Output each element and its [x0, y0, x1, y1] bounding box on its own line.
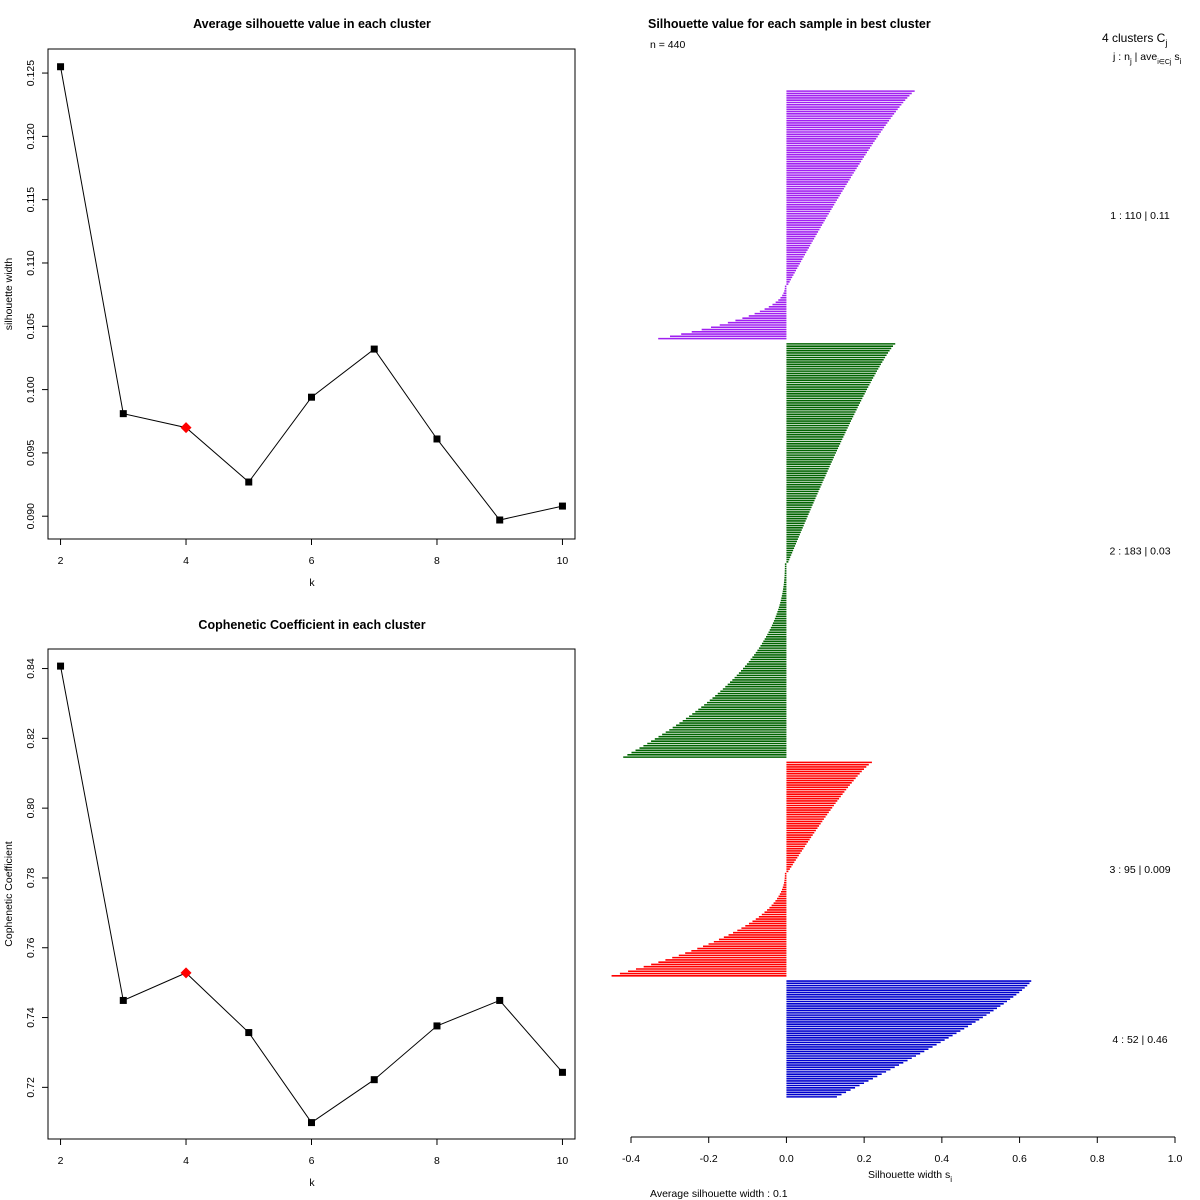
x-ticks: 2 4 6 8 10: [58, 539, 569, 567]
y-tick-label: 0.100: [25, 376, 37, 402]
data-point: [496, 516, 504, 524]
x-tick-label: 4: [183, 1155, 189, 1167]
x-axis-label: Silhouette width si: [868, 1169, 952, 1184]
best-k-point: [180, 422, 192, 434]
cluster-1-bars: [658, 90, 915, 340]
cluster-2-bars: [623, 343, 896, 758]
data-point: [57, 63, 65, 71]
best-k-point: [180, 967, 192, 979]
sample-count: n = 440: [650, 39, 685, 51]
cluster-label: 1 : 110 | 0.11: [1110, 210, 1170, 222]
y-tick-label: 0.120: [25, 123, 37, 149]
data-point: [496, 996, 504, 1004]
average-silhouette-width: Average silhouette width : 0.1: [650, 1188, 788, 1200]
y-tick-label: 0.78: [25, 868, 37, 889]
x-tick-label: 2: [58, 1155, 64, 1167]
data-marks: [57, 63, 566, 524]
x-tick-label: 0.2: [857, 1153, 872, 1165]
cluster-label: 3 : 95 | 0.009: [1109, 864, 1170, 876]
cophenetic-line-chart: Cophenetic Coefficient in each cluster k…: [3, 618, 576, 1189]
x-tick-label: 0.4: [935, 1153, 950, 1165]
y-tick-label: 0.090: [25, 503, 37, 529]
y-tick-label: 0.110: [25, 250, 37, 276]
plot-frame: [47, 48, 576, 540]
cluster-label: 2 : 183 | 0.03: [1109, 545, 1170, 557]
data-point: [308, 1119, 315, 1127]
chart-title: Cophenetic Coefficient in each cluster: [198, 618, 425, 632]
x-tick-label: 8: [434, 555, 440, 567]
x-tick-label: 0.6: [1012, 1153, 1027, 1165]
x-axis-label: k: [309, 577, 315, 589]
y-axis-label: Cophenetic Coefficient: [3, 841, 15, 947]
x-tick-label: 8: [434, 1155, 440, 1167]
data-point: [308, 393, 315, 401]
series-line: [60, 66, 563, 521]
cluster-3-bars: [611, 761, 872, 977]
y-tick-label: 0.115: [25, 187, 37, 213]
data-point: [245, 1029, 253, 1037]
x-tick-label: 4: [183, 555, 189, 567]
x-ticks: 2 4 6 8 10: [58, 1139, 569, 1167]
plot-frame: [47, 648, 576, 1140]
y-tick-label: 0.72: [25, 1077, 37, 1098]
x-axis-label: k: [309, 1177, 315, 1189]
data-point: [119, 410, 127, 418]
x-tick-label: 0.8: [1090, 1153, 1105, 1165]
series-line: [60, 666, 563, 1124]
x-axis: -0.4 -0.2 0.0 0.2 0.4 0.6 0.8 1.0: [622, 1136, 1183, 1165]
x-tick-label: 6: [309, 1155, 315, 1167]
cluster-4-bars: [786, 980, 1032, 1098]
x-tick-label: 6: [309, 555, 315, 567]
chart-title: Silhouette value for each sample in best…: [648, 17, 931, 31]
data-point: [119, 996, 127, 1004]
silhouette-line-chart: Average silhouette value in each cluster…: [3, 17, 576, 589]
x-tick-label: 10: [557, 1155, 569, 1167]
data-point: [433, 435, 441, 443]
data-point: [433, 1022, 441, 1030]
y-tick-label: 0.80: [25, 798, 37, 819]
data-point: [57, 662, 65, 670]
legend-header: 4 clusters Cj: [1102, 31, 1167, 48]
y-tick-label: 0.125: [25, 60, 37, 86]
silhouette-bars: [611, 90, 1032, 1098]
y-tick-label: 0.095: [25, 440, 37, 466]
x-tick-label: -0.4: [622, 1153, 640, 1165]
y-tick-label: 0.105: [25, 313, 37, 339]
y-axis-label: silhouette width: [3, 258, 15, 331]
x-tick-label: -0.2: [700, 1153, 718, 1165]
y-ticks: 0.72 0.74 0.76 0.78 0.80 0.82 0.84: [25, 658, 48, 1098]
silhouette-bar-plot: Silhouette value for each sample in best…: [611, 17, 1183, 1200]
x-tick-label: 2: [58, 555, 64, 567]
x-tick-label: 0.0: [779, 1153, 794, 1165]
y-tick-label: 0.74: [25, 1007, 37, 1028]
data-point: [558, 502, 566, 510]
y-tick-label: 0.76: [25, 937, 37, 958]
data-point: [558, 1068, 566, 1076]
y-tick-label: 0.82: [25, 728, 37, 749]
data-point: [370, 345, 378, 353]
legend-subheader: j : nj | avei∈Cj si: [1112, 51, 1182, 66]
chart-title: Average silhouette value in each cluster: [193, 17, 431, 31]
data-point: [370, 1076, 378, 1084]
data-marks: [57, 662, 566, 1127]
x-tick-label: 10: [557, 555, 569, 567]
cluster-labels: 1 : 110 | 0.11 2 : 183 | 0.03 3 : 95 | 0.0…: [1109, 210, 1170, 1046]
y-tick-label: 0.84: [25, 658, 37, 679]
cluster-label: 4 : 52 | 0.46: [1112, 1034, 1167, 1046]
data-point: [245, 478, 253, 486]
x-tick-label: 1.0: [1168, 1153, 1183, 1165]
y-ticks: 0.090 0.095 0.100 0.105 0.110 0.115 0.120 0.125: [25, 60, 48, 529]
